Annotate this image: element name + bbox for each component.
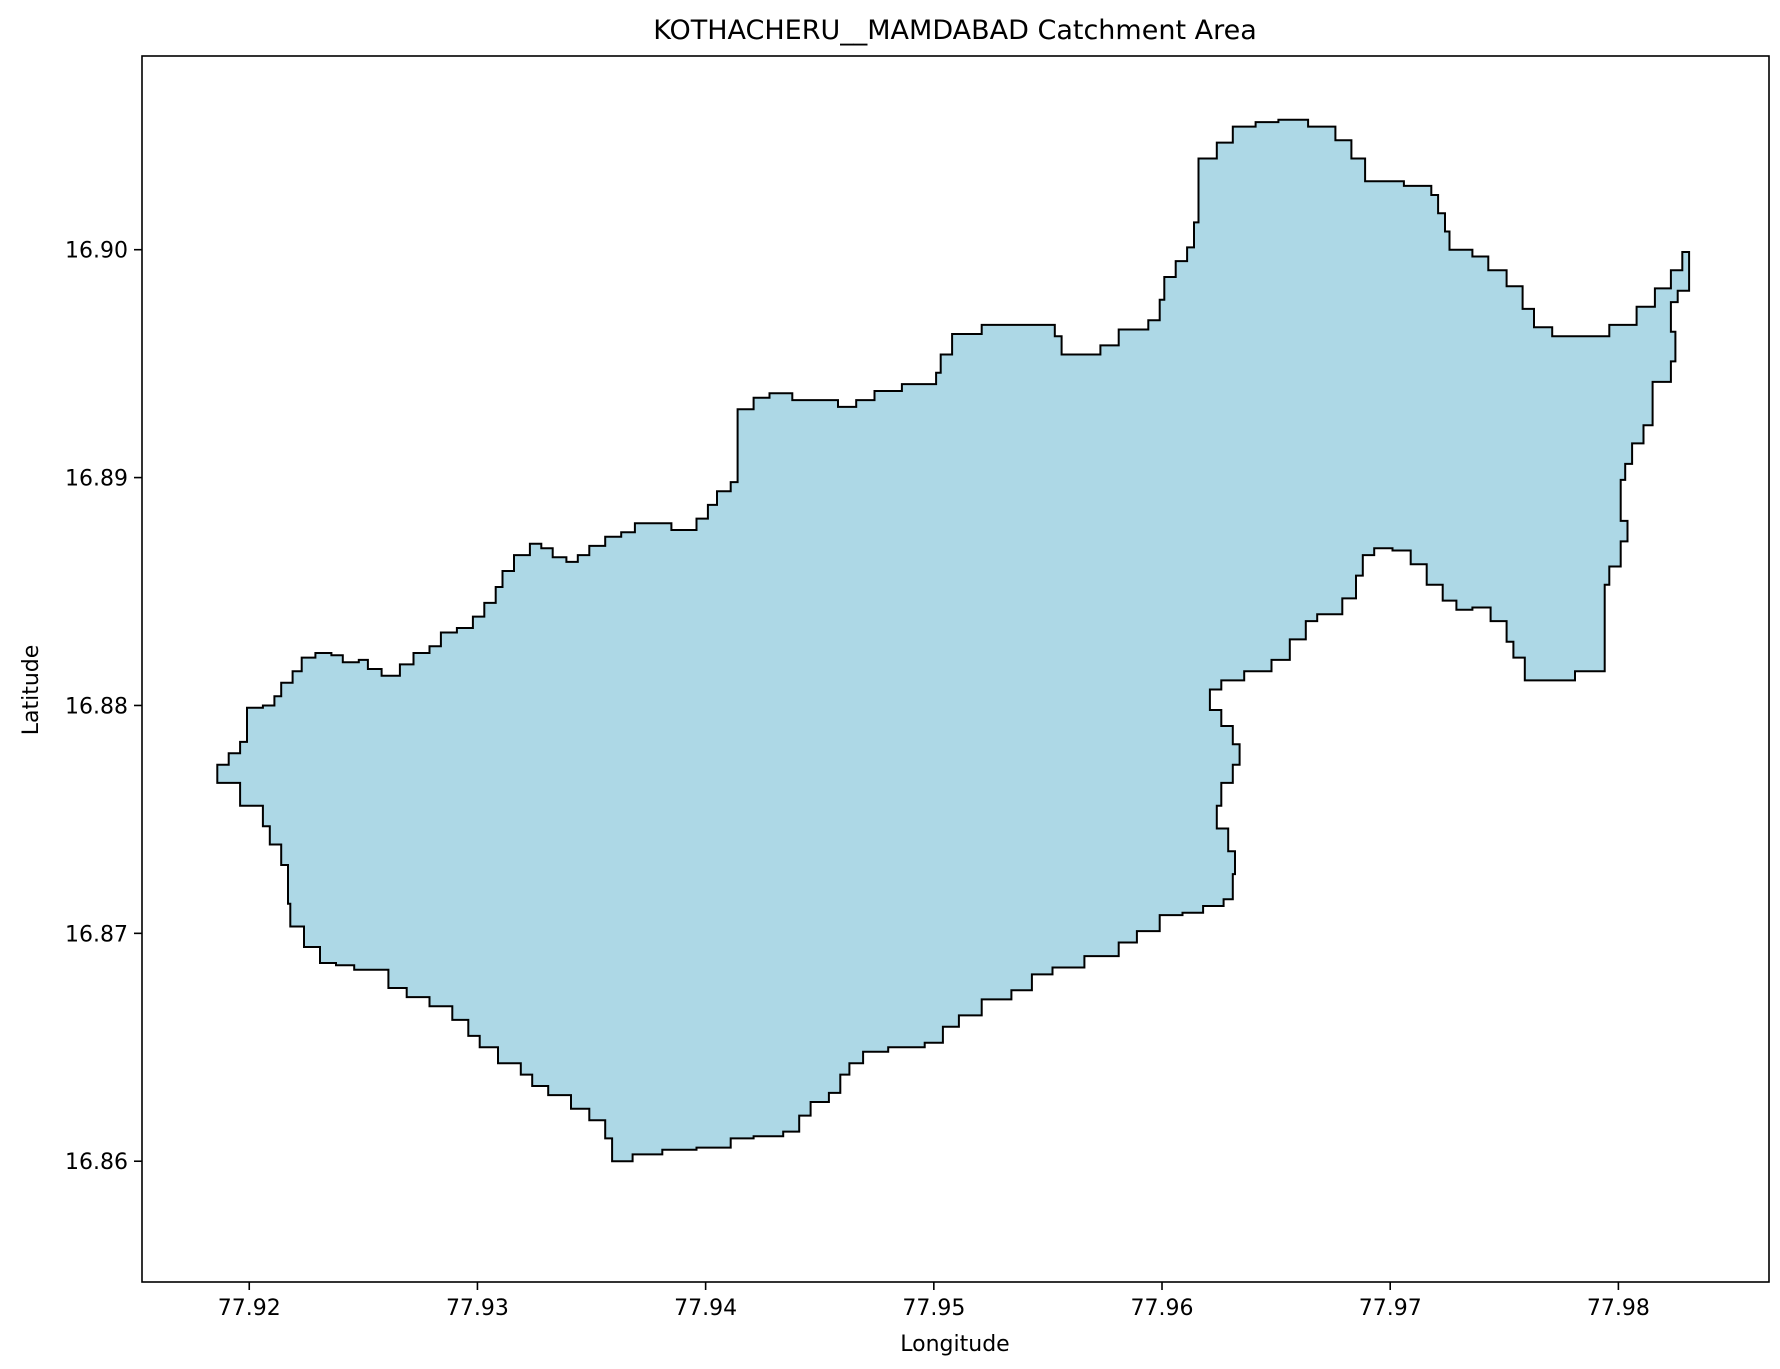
x-tick-label: 77.94 — [674, 1296, 737, 1321]
x-tick-label: 77.96 — [1131, 1296, 1194, 1321]
plot-area — [141, 55, 1770, 1283]
x-tick-label: 77.93 — [446, 1296, 509, 1321]
x-tick-label: 77.95 — [902, 1296, 965, 1321]
y-axis-label: Latitude — [19, 645, 44, 736]
y-tick-label: 16.90 — [65, 239, 128, 264]
y-tick-label: 16.87 — [65, 922, 128, 947]
y-tick-label: 16.89 — [65, 467, 128, 492]
x-axis-label: Longitude — [900, 1332, 1009, 1357]
catchment-polygon — [216, 118, 1691, 1163]
x-tick-label: 77.92 — [218, 1296, 281, 1321]
y-tick-label: 16.86 — [65, 1150, 128, 1175]
x-tick-label: 77.98 — [1587, 1296, 1650, 1321]
y-axis: 16.86 16.87 16.88 16.89 16.90 — [65, 239, 142, 1175]
y-tick-label: 16.88 — [65, 694, 128, 719]
x-tick-label: 77.97 — [1359, 1296, 1422, 1321]
x-axis: 77.92 77.93 77.94 77.95 77.96 77.97 77.98 — [218, 1282, 1650, 1321]
axes-frame — [141, 55, 1770, 1283]
chart-title: KOTHACHERU__MAMDABAD Catchment Area — [653, 15, 1257, 46]
